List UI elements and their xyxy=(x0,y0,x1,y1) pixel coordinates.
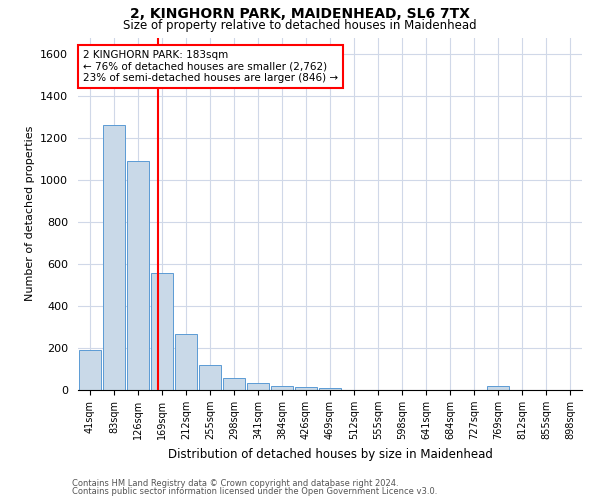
Y-axis label: Number of detached properties: Number of detached properties xyxy=(25,126,35,302)
Bar xyxy=(127,162,149,390)
Text: Size of property relative to detached houses in Maidenhead: Size of property relative to detached ho… xyxy=(123,19,477,32)
X-axis label: Distribution of detached houses by size in Maidenhead: Distribution of detached houses by size … xyxy=(167,448,493,460)
Bar xyxy=(175,334,197,390)
Text: Contains public sector information licensed under the Open Government Licence v3: Contains public sector information licen… xyxy=(72,487,437,496)
Bar xyxy=(319,388,341,390)
Bar xyxy=(487,386,509,390)
Bar xyxy=(271,386,293,390)
Bar xyxy=(199,365,221,390)
Bar xyxy=(295,387,317,390)
Bar xyxy=(223,378,245,390)
Text: 2, KINGHORN PARK, MAIDENHEAD, SL6 7TX: 2, KINGHORN PARK, MAIDENHEAD, SL6 7TX xyxy=(130,8,470,22)
Text: Contains HM Land Registry data © Crown copyright and database right 2024.: Contains HM Land Registry data © Crown c… xyxy=(72,478,398,488)
Bar xyxy=(247,384,269,390)
Bar xyxy=(151,272,173,390)
Bar xyxy=(79,350,101,390)
Text: 2 KINGHORN PARK: 183sqm
← 76% of detached houses are smaller (2,762)
23% of semi: 2 KINGHORN PARK: 183sqm ← 76% of detache… xyxy=(83,50,338,83)
Bar xyxy=(103,124,125,390)
